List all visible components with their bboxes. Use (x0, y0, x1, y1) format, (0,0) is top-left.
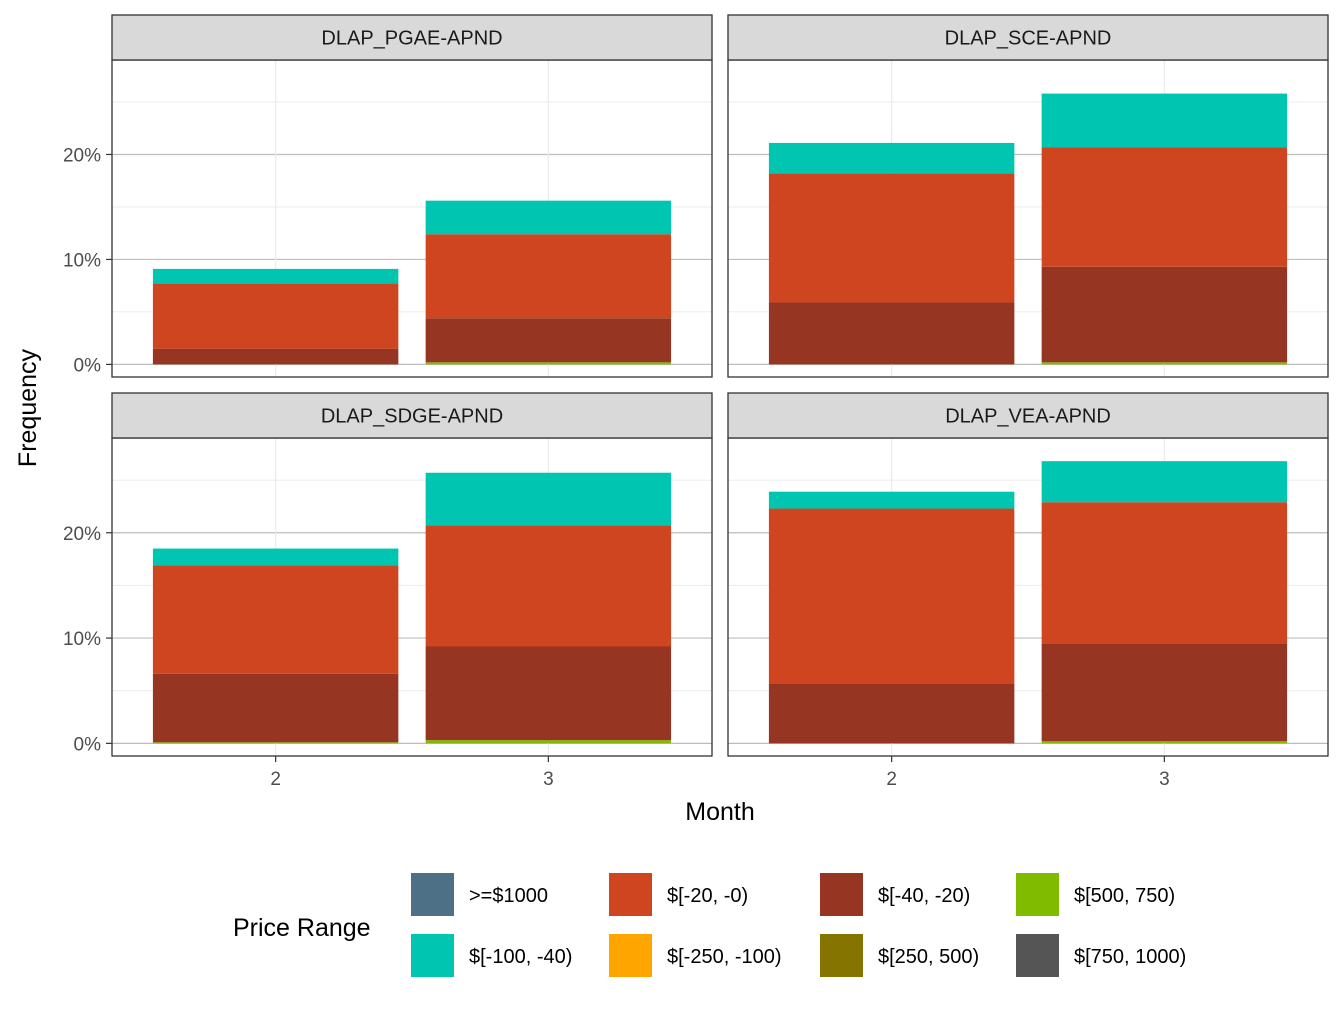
bar-segment (152, 268, 399, 284)
facet-strip (111, 392, 713, 439)
bar-segment (425, 318, 672, 363)
legend-swatch (820, 873, 863, 916)
bar-segment (425, 740, 672, 744)
bar-segment (425, 200, 672, 235)
bar-segment (1041, 362, 1288, 365)
legend-label: $[-250, -100) (667, 946, 782, 968)
bar-segment (152, 548, 399, 566)
facet-title: DLAP_SDGE-APND (321, 406, 503, 428)
bar-segment (1041, 147, 1288, 267)
bar-segment (768, 491, 1015, 509)
bar-segment (425, 234, 672, 319)
legend-label: $[-40, -20) (878, 885, 970, 907)
bar-segment (1041, 461, 1288, 503)
bar-segment (768, 508, 1015, 684)
legend-label: $[500, 750) (1074, 885, 1175, 907)
bar-segment (425, 472, 672, 526)
y-tick-label: 20% (63, 145, 101, 166)
bar-segment (152, 673, 399, 743)
y-tick-label: 0% (74, 734, 102, 755)
facet-strip (727, 392, 1329, 439)
x-tick-label: 2 (270, 769, 281, 790)
bar-segment (425, 362, 672, 365)
bar-segment (1041, 266, 1288, 363)
x-axis-title: Month (685, 798, 754, 826)
bar-segment (768, 302, 1015, 365)
x-tick-label: 3 (543, 769, 554, 790)
legend-swatch (411, 873, 454, 916)
bar-segment (1041, 643, 1288, 742)
facet-strip (111, 14, 713, 61)
bar-segment (152, 565, 399, 674)
bar-segment (425, 646, 672, 741)
legend-label: $[250, 500) (878, 946, 979, 968)
legend-swatch (411, 934, 454, 977)
legend-swatch (1016, 934, 1059, 977)
bar-segment (152, 283, 399, 349)
y-axis-title: Frequency (14, 348, 42, 467)
legend-label: $[-100, -40) (469, 946, 572, 968)
bar-segment (768, 683, 1015, 744)
legend-label: >=$1000 (469, 885, 548, 907)
facet-title: DLAP_PGAE-APND (321, 28, 502, 50)
legend-swatch (609, 934, 652, 977)
bar-segment (152, 348, 399, 365)
bar-segment (152, 742, 399, 744)
bar-segment (1041, 502, 1288, 644)
legend-label: $[-20, -0) (667, 885, 748, 907)
legend-title: Price Range (233, 914, 371, 942)
x-tick-label: 2 (886, 769, 897, 790)
y-tick-label: 0% (74, 355, 102, 376)
legend-swatch (820, 934, 863, 977)
bar-segment (1041, 741, 1288, 744)
facet-title: DLAP_VEA-APND (945, 406, 1111, 428)
legend-swatch (1016, 873, 1059, 916)
x-tick-label: 3 (1159, 769, 1170, 790)
legend-label: $[750, 1000) (1074, 946, 1186, 968)
bar-segment (768, 142, 1015, 174)
facet-title: DLAP_SCE-APND (945, 28, 1112, 50)
bar-segment (425, 525, 672, 647)
facet-strip (727, 14, 1329, 61)
y-tick-label: 20% (63, 524, 101, 545)
y-tick-label: 10% (63, 250, 101, 271)
bar-segment (768, 173, 1015, 303)
bar-segment (1041, 93, 1288, 148)
legend-swatch (609, 873, 652, 916)
y-tick-label: 10% (63, 629, 101, 650)
